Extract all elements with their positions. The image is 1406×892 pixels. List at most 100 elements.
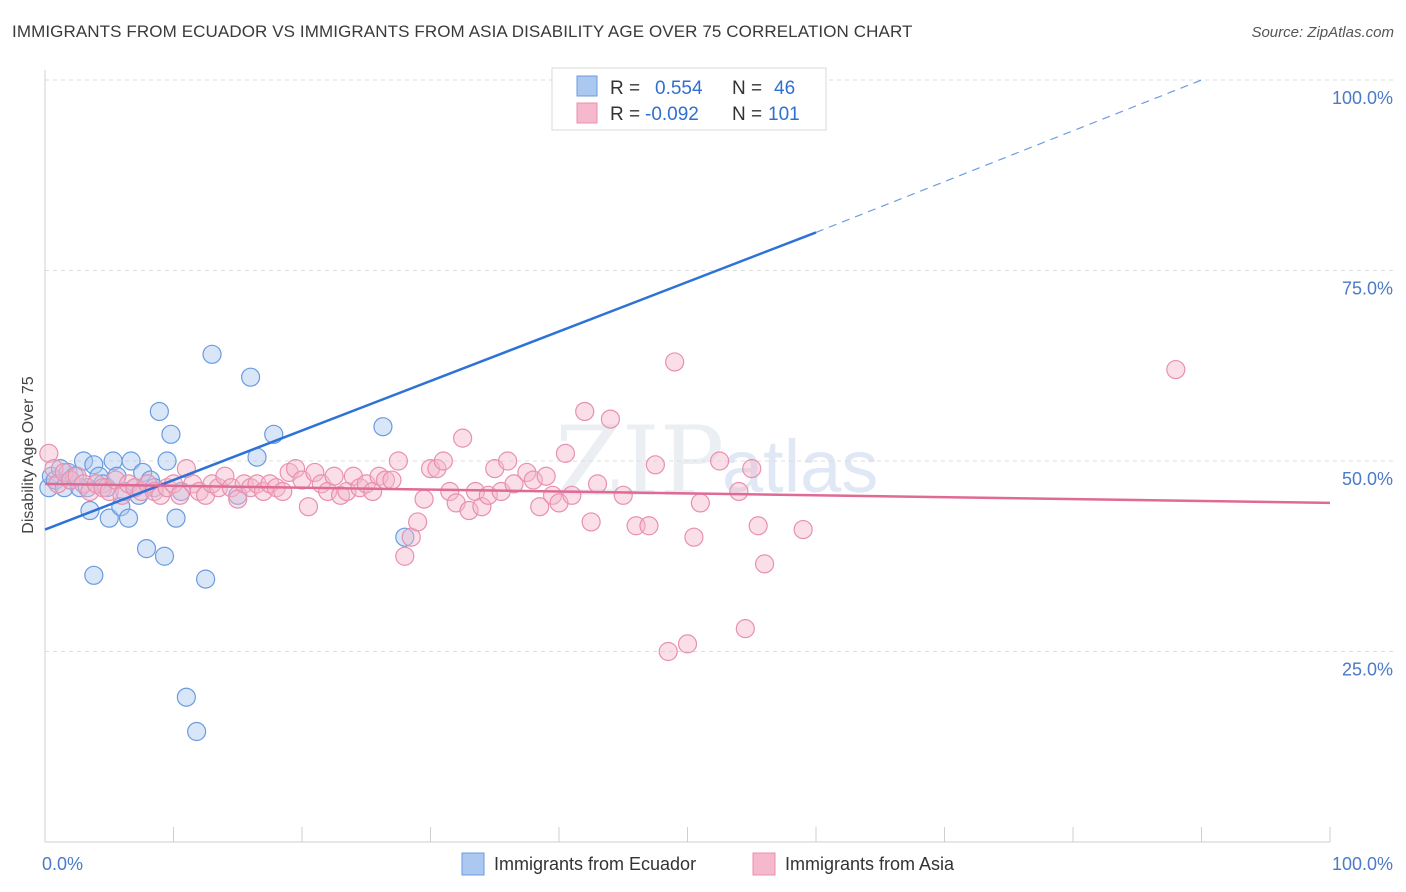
point-asia-96 (729, 481, 749, 502)
point-asia-98 (742, 459, 762, 479)
point-asia-45 (324, 466, 344, 486)
point-asia-65 (453, 428, 473, 448)
point-ecuador-30 (154, 546, 175, 566)
point-ecuador-43 (373, 417, 393, 437)
trend-line-asia (44, 482, 1331, 505)
point-asia-68 (472, 497, 492, 517)
point-asia-92 (677, 634, 698, 654)
point-asia-3 (54, 462, 74, 483)
legend-n-value-ecuador: 46 (774, 78, 795, 99)
point-asia-1 (44, 459, 64, 479)
point-ecuador-21 (118, 508, 139, 528)
trend-line-ecuador-extension (815, 79, 1202, 233)
point-asia-0 (39, 443, 59, 463)
point-ecuador-46 (84, 565, 104, 585)
point-asia-89 (645, 455, 665, 475)
legend-r-label-asia: R = (610, 104, 640, 125)
series-legend: Immigrants from Ecuador Immigrants from … (461, 852, 955, 876)
y-tick-label-0: 25.0% (1342, 660, 1393, 680)
point-asia-83 (581, 512, 601, 532)
y-tick-label-1: 50.0% (1342, 469, 1393, 489)
point-asia-99 (748, 516, 768, 536)
axes (44, 70, 1331, 843)
point-asia-86 (613, 485, 633, 505)
y-tick-labels: 25.0% 50.0% 75.0% 100.0% (1332, 88, 1393, 680)
legend-n-label-ecuador: N = (732, 78, 762, 99)
point-ecuador-33 (166, 508, 186, 528)
grid-lines (45, 79, 1393, 652)
legend-r-label-ecuador: R = (610, 78, 640, 99)
point-ecuador-40 (241, 367, 261, 387)
x-tick-label-min: 0.0% (42, 854, 83, 874)
point-asia-97 (735, 619, 755, 639)
point-asia-62 (433, 451, 453, 471)
point-ecuador-44 (395, 527, 415, 547)
point-asia-55 (388, 451, 408, 471)
series-asia-points (39, 352, 1186, 662)
point-asia-72 (498, 451, 518, 471)
legend-r-value-ecuador: 0.554 (655, 78, 703, 99)
chart-title: IMMIGRANTS FROM ECUADOR VS IMMIGRANTS FR… (12, 22, 913, 41)
point-asia-28 (215, 466, 235, 486)
legend-swatch-ecuador (576, 75, 598, 97)
point-ecuador-37 (196, 569, 216, 589)
point-asia-73 (504, 474, 524, 494)
point-ecuador-25 (133, 462, 153, 483)
point-asia-39 (285, 459, 306, 479)
legend-n-label-asia: N = (732, 104, 762, 125)
point-ecuador-38 (202, 344, 222, 364)
point-asia-63 (440, 481, 460, 502)
legend-frame (551, 67, 827, 131)
point-asia-80 (555, 443, 576, 463)
legend-r-value-asia: -0.092 (645, 104, 699, 125)
y-tick-label-2: 75.0% (1342, 279, 1393, 299)
point-asia-77 (536, 466, 556, 486)
point-asia-93 (684, 527, 704, 547)
point-asia-37 (273, 481, 293, 502)
legend-swatch-asia (576, 102, 598, 124)
point-asia-76 (530, 497, 550, 517)
point-ecuador-35 (176, 687, 196, 707)
source-credit: Source: ZipAtlas.com (1251, 24, 1394, 41)
y-tick-label-3: 100.0% (1332, 88, 1393, 108)
point-asia-10 (99, 481, 119, 502)
point-asia-82 (575, 401, 595, 422)
stats-legend: R = 0.554 N = 46 R = -0.092 N = 101 (551, 67, 827, 131)
series-legend-label-asia: Immigrants from Asia (785, 854, 955, 874)
point-asia-101 (793, 519, 813, 540)
point-asia-95 (710, 451, 730, 471)
point-asia-23 (183, 474, 203, 494)
point-asia-85 (600, 409, 621, 429)
point-ecuador-31 (157, 451, 177, 471)
point-ecuador-16 (99, 508, 119, 528)
point-asia-42 (305, 462, 325, 483)
point-asia-75 (523, 470, 543, 490)
point-asia-102 (1166, 359, 1186, 380)
point-ecuador-26 (136, 539, 157, 559)
point-asia-56 (395, 546, 415, 566)
legend-n-value-asia: 101 (768, 104, 800, 125)
series-legend-swatch-asia (752, 852, 776, 876)
point-ecuador-32 (161, 424, 181, 444)
point-asia-41 (298, 497, 319, 517)
point-ecuador-22 (121, 451, 141, 471)
watermark: ZIP atlas (555, 406, 878, 518)
point-asia-100 (754, 554, 775, 574)
point-asia-59 (414, 489, 434, 509)
point-ecuador-12 (84, 455, 104, 475)
y-axis-label: Disability Age Over 75 (20, 376, 37, 534)
point-asia-61 (427, 459, 447, 479)
point-asia-91 (665, 352, 685, 372)
point-asia-66 (459, 500, 479, 521)
point-asia-90 (658, 641, 678, 662)
point-asia-54 (382, 470, 402, 490)
point-ecuador-36 (187, 721, 207, 742)
x-tick-labels: 0.0% 100.0% (42, 854, 1393, 874)
point-ecuador-29 (149, 401, 169, 422)
trend-line-ecuador (44, 231, 817, 531)
point-asia-94 (690, 493, 710, 513)
series-legend-swatch-ecuador (461, 852, 485, 876)
watermark-zip: ZIP (555, 406, 724, 518)
point-asia-7 (80, 481, 100, 502)
